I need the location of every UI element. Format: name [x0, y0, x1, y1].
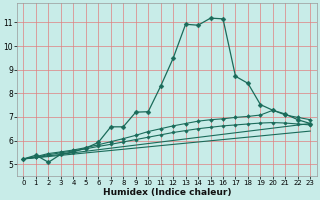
X-axis label: Humidex (Indice chaleur): Humidex (Indice chaleur)	[103, 188, 231, 197]
